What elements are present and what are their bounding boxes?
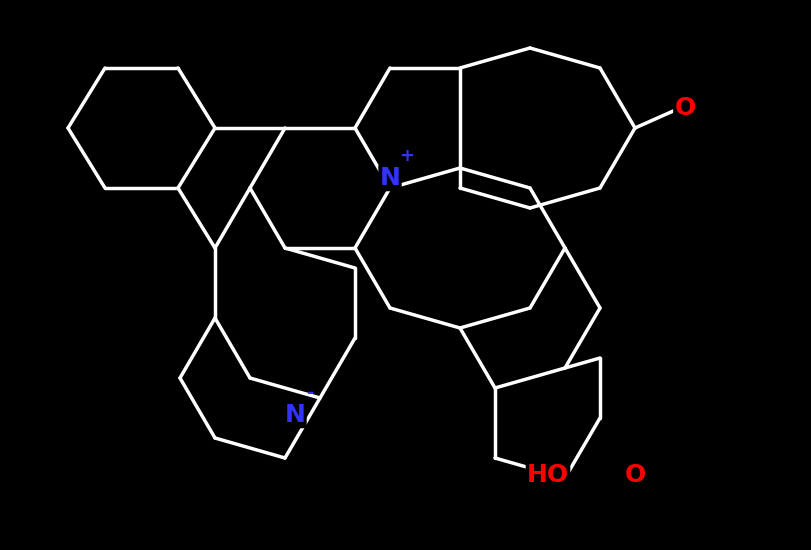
Text: HO: HO (526, 463, 569, 487)
Text: O: O (674, 96, 695, 120)
Text: N: N (284, 403, 305, 427)
Text: N: N (379, 166, 400, 190)
Text: -: - (307, 384, 315, 402)
Text: +: + (398, 147, 414, 165)
Text: O: O (624, 463, 645, 487)
